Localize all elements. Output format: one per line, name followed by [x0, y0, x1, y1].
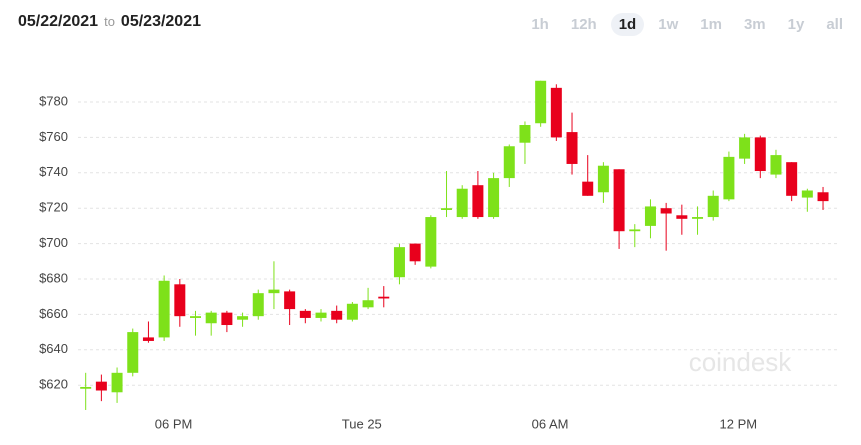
- candle-body: [174, 284, 186, 317]
- candle-body: [550, 87, 562, 138]
- candle-body: [284, 291, 296, 310]
- candle-body: [566, 132, 578, 164]
- y-tick-label: $640: [39, 341, 68, 356]
- candle-body: [331, 310, 343, 320]
- candle-body: [801, 190, 813, 198]
- candle-body: [692, 217, 704, 219]
- candle-body: [786, 162, 798, 196]
- y-tick-label: $620: [39, 377, 68, 392]
- range-button[interactable]: 1m: [700, 16, 722, 33]
- candle-body: [252, 293, 264, 317]
- candle-body: [754, 137, 766, 172]
- candle-body: [597, 165, 609, 193]
- candle-body: [127, 332, 139, 373]
- y-tick-label: $760: [39, 129, 68, 144]
- candle-body: [268, 289, 280, 294]
- candle-body: [739, 137, 751, 159]
- candle-body: [80, 386, 92, 389]
- candle-body: [299, 310, 311, 318]
- candle-body: [393, 247, 405, 278]
- candle-body: [362, 300, 374, 308]
- x-tick-label: 06 PM: [155, 416, 193, 431]
- candle-body: [158, 280, 170, 338]
- date-from: 05/22/2021: [18, 13, 99, 30]
- x-tick-label: Tue 25: [342, 416, 382, 431]
- range-button[interactable]: all: [826, 16, 843, 33]
- y-tick-label: $700: [39, 235, 68, 250]
- candle-body: [676, 215, 688, 219]
- candle-body: [582, 181, 594, 196]
- to-word: to: [104, 14, 115, 29]
- candle-body: [660, 208, 672, 214]
- candle-body: [378, 296, 390, 299]
- candle-body: [95, 381, 107, 391]
- candle-body: [237, 316, 249, 320]
- candle-body: [441, 208, 453, 210]
- candle-body: [723, 156, 735, 200]
- date-to: 05/23/2021: [120, 13, 201, 30]
- candle-body: [205, 312, 217, 324]
- candle-body: [111, 372, 123, 393]
- y-tick-label: $780: [39, 93, 68, 108]
- y-tick-label: $720: [39, 200, 68, 215]
- candle-body: [519, 125, 531, 143]
- candle-body: [346, 303, 358, 320]
- candle-body: [315, 312, 327, 318]
- y-tick-label: $660: [39, 306, 68, 321]
- candle-body: [770, 155, 782, 175]
- candle-body: [707, 195, 719, 218]
- range-button[interactable]: 12h: [570, 16, 597, 33]
- candle-body: [190, 316, 202, 318]
- candle-body: [425, 217, 437, 267]
- range-button[interactable]: 1y: [787, 16, 805, 33]
- range-button[interactable]: 1d: [610, 13, 645, 36]
- x-tick-label: 06 AM: [532, 416, 569, 431]
- date-range: 05/22/2021 to 05/23/2021: [18, 13, 201, 31]
- candle-body: [488, 178, 500, 218]
- candle-body: [613, 169, 625, 232]
- range-button[interactable]: 1w: [658, 16, 679, 33]
- y-tick-label: $680: [39, 270, 68, 285]
- x-tick-label: 12 PM: [720, 416, 758, 431]
- candle-body: [629, 229, 641, 232]
- candle-body: [644, 206, 656, 226]
- candle-body: [221, 312, 233, 326]
- y-tick-label: $740: [39, 164, 68, 179]
- watermark: coindesk: [689, 347, 793, 377]
- candle-body: [409, 243, 421, 262]
- candle-body: [535, 80, 547, 124]
- candle-body: [817, 192, 829, 202]
- range-button[interactable]: 3m: [743, 16, 766, 33]
- candle-body: [472, 185, 484, 218]
- range-button[interactable]: 1h: [531, 16, 549, 33]
- candle-body: [142, 337, 154, 341]
- candle-body: [456, 188, 468, 218]
- range-selector: 1h 12h 1d 1w 1m 3m 1y all: [523, 13, 851, 36]
- candle-body: [503, 146, 515, 179]
